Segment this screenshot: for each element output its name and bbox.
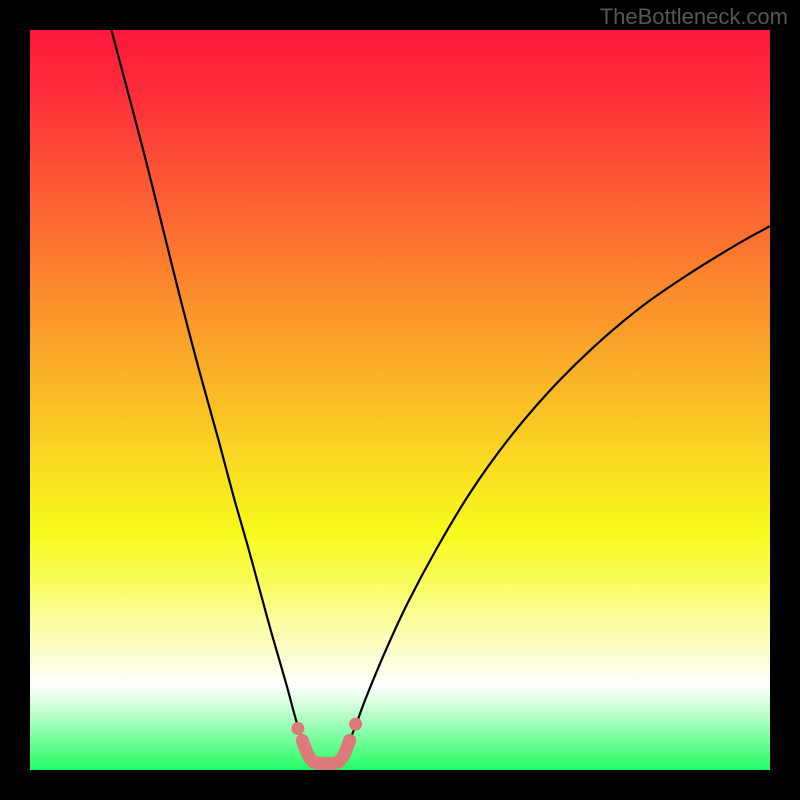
chart-svg xyxy=(30,30,770,770)
watermark-text: TheBottleneck.com xyxy=(600,4,788,30)
bottleneck-chart xyxy=(30,30,770,770)
